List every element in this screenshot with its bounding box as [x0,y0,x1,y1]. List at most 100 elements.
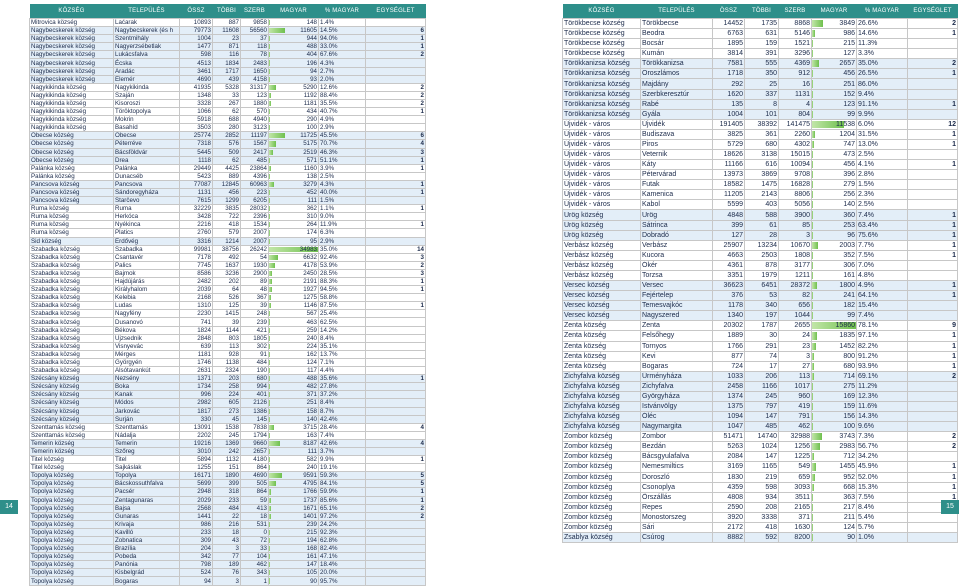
settlement-cell: Elemér [114,75,180,83]
other-cell: 43 [213,537,241,545]
county-cell: Titel község [30,464,114,472]
other-cell: 62 [213,156,241,164]
serb-cell: 104 [241,553,269,561]
county-cell: Urög község [563,220,641,230]
hungarian-data-bar [269,166,271,171]
unit-count-cell [366,116,426,124]
county-cell: Nagybecskerek község [30,75,114,83]
other-cell: 18 [213,528,241,536]
total-cell: 11205 [713,190,745,200]
hungarian-pct-cell: 67.6% [319,51,366,59]
county-cell: Szenttamás község [30,423,114,431]
other-cell: 484 [213,504,241,512]
hungarian-data-bar [812,80,813,87]
serb-cell: 26242 [241,245,269,253]
hungarian-data-bar [812,332,817,339]
county-cell: Óbecse község [30,140,114,148]
unit-count-cell: 1 [366,375,426,383]
other-cell: 8 [745,99,779,109]
other-cell: 1834 [213,59,241,67]
other-cell: 722 [213,213,241,221]
hungarian-data-bar [812,463,816,470]
unit-count-cell: 1 [908,250,958,260]
hungarian-data-bar [269,182,274,187]
hungarian-pct-cell: 35.0% [319,245,366,253]
hungarian-cell: 240 [269,464,319,472]
total-cell: 2172 [713,522,745,532]
hungarian-data-bar [269,473,282,478]
hungarian-data-bar [812,151,813,158]
unit-count-cell: 1 [908,230,958,240]
serb-cell: 8868 [779,19,812,29]
unit-count-cell: 1 [908,472,958,482]
hungarian-pct-cell: 7.3% [857,432,908,442]
total-cell: 4848 [713,210,745,220]
hungarian-cell: 456 [812,69,857,79]
serb-cell: 343 [241,569,269,577]
settlement-cell: Csonoplya [641,482,713,492]
settlement-cell: Sári [641,522,713,532]
county-cell: Törökkanizsa község [563,59,641,69]
serb-cell: 401 [241,391,269,399]
other-cell: 77 [213,553,241,561]
unit-count-cell [366,197,426,205]
hungarian-pct-cell: 2.5% [857,200,908,210]
hungarian-cell: 138 [269,172,319,180]
settlement-cell: Zobnatica [114,537,180,545]
county-cell: Urög község [563,210,641,220]
county-cell: Versec község [563,291,641,301]
county-cell: Verbász község [563,250,641,260]
hungarian-pct-cell: 25.4% [319,310,366,318]
settlement-cell: Budiszava [641,129,713,139]
total-cell: 4663 [713,250,745,260]
total-cell: 2084 [713,452,745,462]
county-cell: Zombor község [563,432,641,442]
settlement-cell: Kanak [114,391,180,399]
county-cell: Szabadka község [30,326,114,334]
unit-count-cell: 1 [366,164,426,172]
other-cell: 1717 [213,67,241,75]
hungarian-data-bar [269,481,276,486]
hungarian-pct-cell: 2.9% [319,124,366,132]
hungarian-data-bar [269,36,270,41]
hungarian-pct-cell: 47.1% [319,553,366,561]
unit-count-cell: 12 [908,119,958,129]
other-cell: 1024 [745,442,779,452]
hungarian-cell: 4178 [269,261,319,269]
hungarian-cell: 124 [269,358,319,366]
other-cell: 39 [213,318,241,326]
county-cell: Titel község [30,456,114,464]
serb-cell: 223 [241,188,269,196]
hungarian-cell: 194 [269,537,319,545]
total-cell: 8586 [180,269,213,277]
header-total: ÖSSZ [713,4,745,19]
county-cell: Zenta község [563,361,641,371]
settlement-cell: Újvidék [641,119,713,129]
other-cell: 116 [213,51,241,59]
county-cell: Nagybecskerek község [30,43,114,51]
other-cell: 38392 [745,119,779,129]
county-cell: Nagykikinda község [30,83,114,91]
settlement-cell: Dusanovó [114,318,180,326]
hungarian-pct-cell: 69.1% [857,371,908,381]
hungarian-data-bar [269,384,270,389]
other-cell: 3138 [745,150,779,160]
total-cell: 10893 [180,19,213,27]
total-cell: 4513 [180,59,213,67]
hungarian-cell: 161 [812,270,857,280]
hungarian-cell: 9591 [269,472,319,480]
serb-cell: 2657 [241,447,269,455]
hungarian-cell: 800 [812,351,857,361]
settlement-cell: Szerbkeresztúr [641,89,713,99]
settlement-cell: Óléc [641,412,713,422]
total-cell: 2230 [180,310,213,318]
unit-count-cell: 4 [366,439,426,447]
header-county: KÖZSÉG [563,4,641,19]
